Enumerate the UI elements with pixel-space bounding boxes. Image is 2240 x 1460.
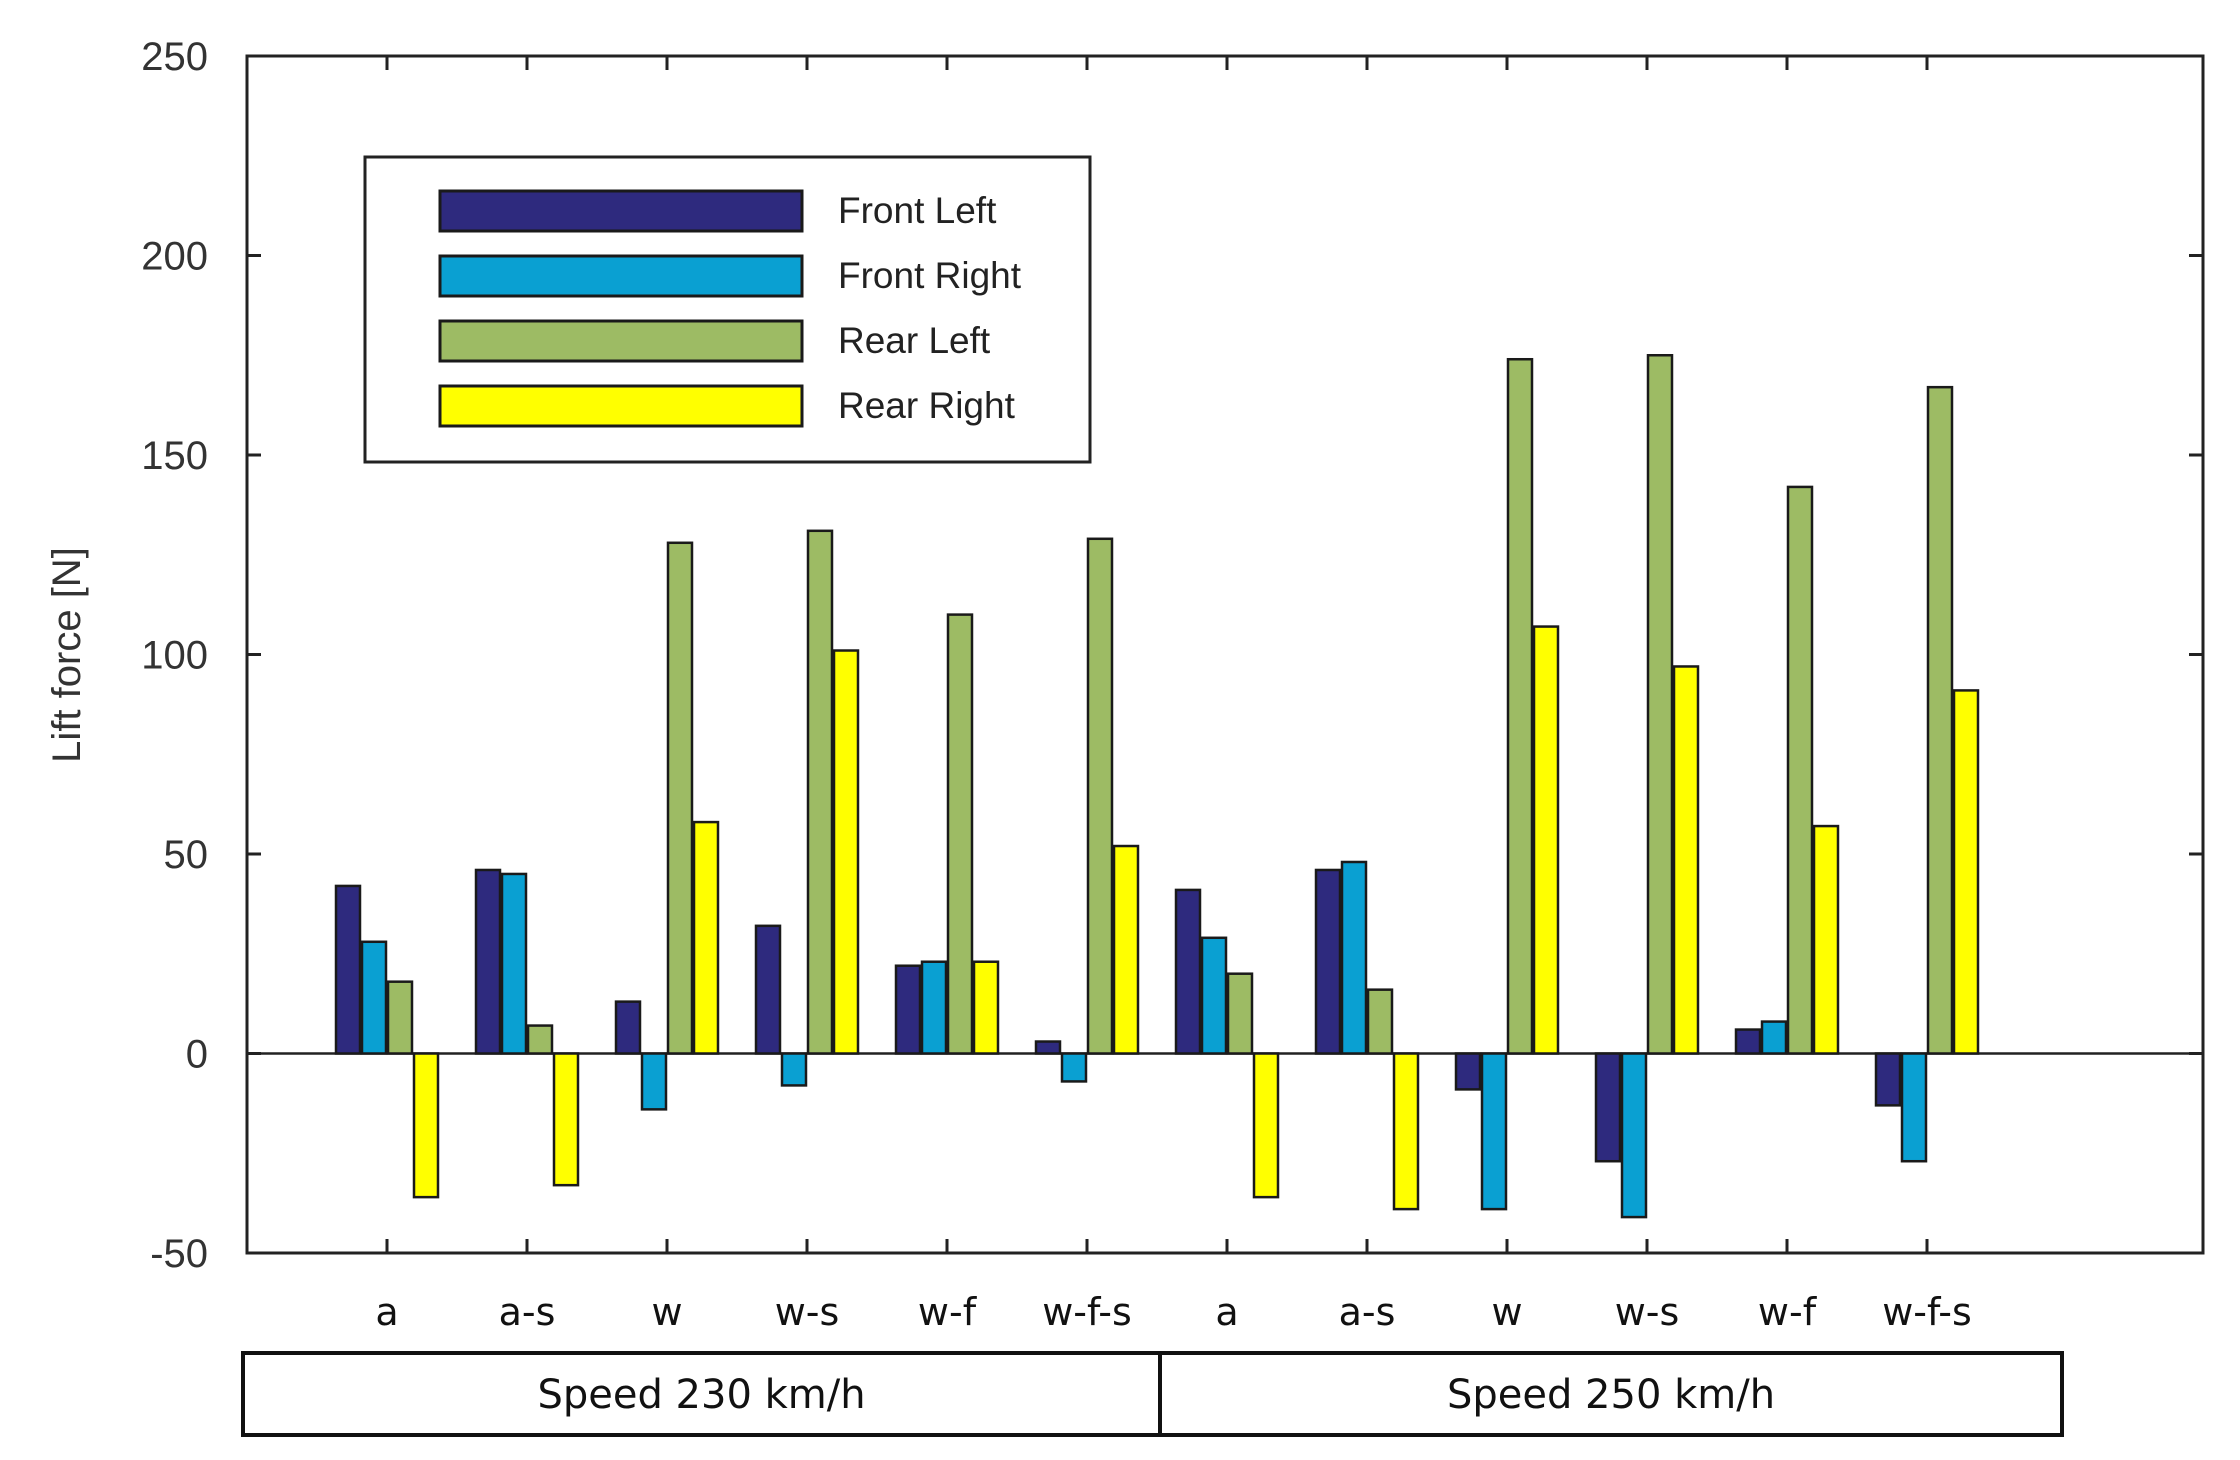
legend-entry-label: Rear Right <box>838 385 1016 426</box>
y-tick-label: 50 <box>164 833 209 877</box>
bar-rear-right <box>1392 1052 1420 1211</box>
speed-group-box: Speed 230 km/h Speed 250 km/h <box>241 1351 2064 1437</box>
bar-front-left <box>614 1000 642 1055</box>
speed-group-label: Speed 250 km/h <box>1447 1372 1775 1418</box>
x-category-label: w <box>651 1290 682 1334</box>
bar-front-left <box>754 924 782 1055</box>
legend-swatch <box>438 189 804 233</box>
bar-rear-right <box>412 1052 440 1199</box>
bar-front-left <box>1454 1052 1482 1091</box>
bar-front-right <box>1060 1052 1088 1083</box>
y-tick-label: -50 <box>150 1232 208 1276</box>
bar-front-right <box>780 1052 808 1087</box>
legend: Front Left Front Right Rear Left Rear Right <box>363 155 1092 464</box>
bar-front-left <box>1734 1028 1762 1055</box>
bar-rear-left <box>1086 537 1114 1055</box>
y-tick-label: 0 <box>186 1033 208 1077</box>
y-axis: -50 0 50 100 150 200 250 <box>141 35 2203 1276</box>
bar-front-left <box>1874 1052 1902 1107</box>
bar-rear-right <box>1812 824 1840 1055</box>
bar-rear-right <box>1252 1052 1280 1199</box>
x-category-label: w-f-s <box>1042 1290 1132 1334</box>
bar-rear-left <box>806 529 834 1055</box>
speed-group-label: Speed 230 km/h <box>537 1372 865 1418</box>
x-category-label: w-f <box>918 1290 978 1334</box>
y-tick-label: 200 <box>141 235 208 279</box>
x-axis: a a-s w w-s w-f w-f-s a a-s w w-s w-f w-f-s <box>375 56 1972 1334</box>
bar-rear-right <box>692 820 720 1055</box>
bars-layer <box>334 354 1980 1219</box>
bar-rear-right <box>832 649 860 1055</box>
bar-front-right <box>640 1052 668 1111</box>
x-category-label: a-s <box>499 1290 556 1334</box>
legend-entry-label: Rear Left <box>838 320 991 361</box>
x-category-label: a-s <box>1339 1290 1396 1334</box>
bar-rear-right <box>1672 665 1700 1055</box>
y-tick-label: 150 <box>141 434 208 478</box>
x-category-label: w-s <box>775 1290 840 1334</box>
bar-rear-left <box>946 613 974 1055</box>
bar-front-left <box>1034 1040 1062 1055</box>
bar-front-left <box>894 964 922 1055</box>
bar-rear-right <box>1112 844 1140 1055</box>
x-category-label: w <box>1491 1290 1522 1334</box>
bar-front-right <box>1340 860 1368 1055</box>
bar-front-left <box>474 868 502 1055</box>
bar-front-right <box>500 872 528 1055</box>
bar-rear-left <box>386 980 414 1055</box>
legend-entry-label: Front Right <box>838 255 1022 296</box>
bar-rear-right <box>972 960 1000 1055</box>
x-category-label: w-s <box>1615 1290 1680 1334</box>
bar-rear-right <box>552 1052 580 1187</box>
legend-swatch <box>438 319 804 363</box>
bar-front-right <box>1760 1020 1788 1055</box>
bar-front-left <box>1594 1052 1622 1163</box>
legend-swatch <box>438 254 804 298</box>
bar-rear-left <box>1366 988 1394 1055</box>
bar-front-right <box>1620 1052 1648 1219</box>
x-category-label: a <box>375 1290 398 1334</box>
bar-rear-left <box>526 1024 554 1055</box>
bar-front-left <box>334 884 362 1055</box>
bar-front-left <box>1174 888 1202 1055</box>
bar-front-right <box>920 960 948 1055</box>
x-category-label: w-f-s <box>1882 1290 1972 1334</box>
bar-rear-left <box>666 541 694 1055</box>
x-category-label: a <box>1215 1290 1238 1334</box>
bar-front-right <box>1900 1052 1928 1163</box>
bar-rear-left <box>1646 354 1674 1055</box>
bar-rear-left <box>1506 357 1534 1055</box>
bar-rear-left <box>1786 485 1814 1055</box>
bar-rear-right <box>1952 689 1980 1055</box>
bar-front-right <box>360 940 388 1055</box>
legend-swatch <box>438 384 804 428</box>
y-tick-label: 100 <box>141 634 208 678</box>
y-axis-label: Lift force [N] <box>45 547 89 763</box>
speed-group-frame <box>241 1351 2064 1437</box>
legend-entry-label: Front Left <box>838 190 997 231</box>
bar-rear-left <box>1926 385 1954 1055</box>
bar-rear-right <box>1532 625 1560 1055</box>
x-category-label: w-f <box>1758 1290 1818 1334</box>
bar-rear-left <box>1226 972 1254 1055</box>
bar-front-right <box>1200 936 1228 1055</box>
y-tick-label: 250 <box>141 35 208 79</box>
bar-front-right <box>1480 1052 1508 1211</box>
bar-front-left <box>1314 868 1342 1055</box>
